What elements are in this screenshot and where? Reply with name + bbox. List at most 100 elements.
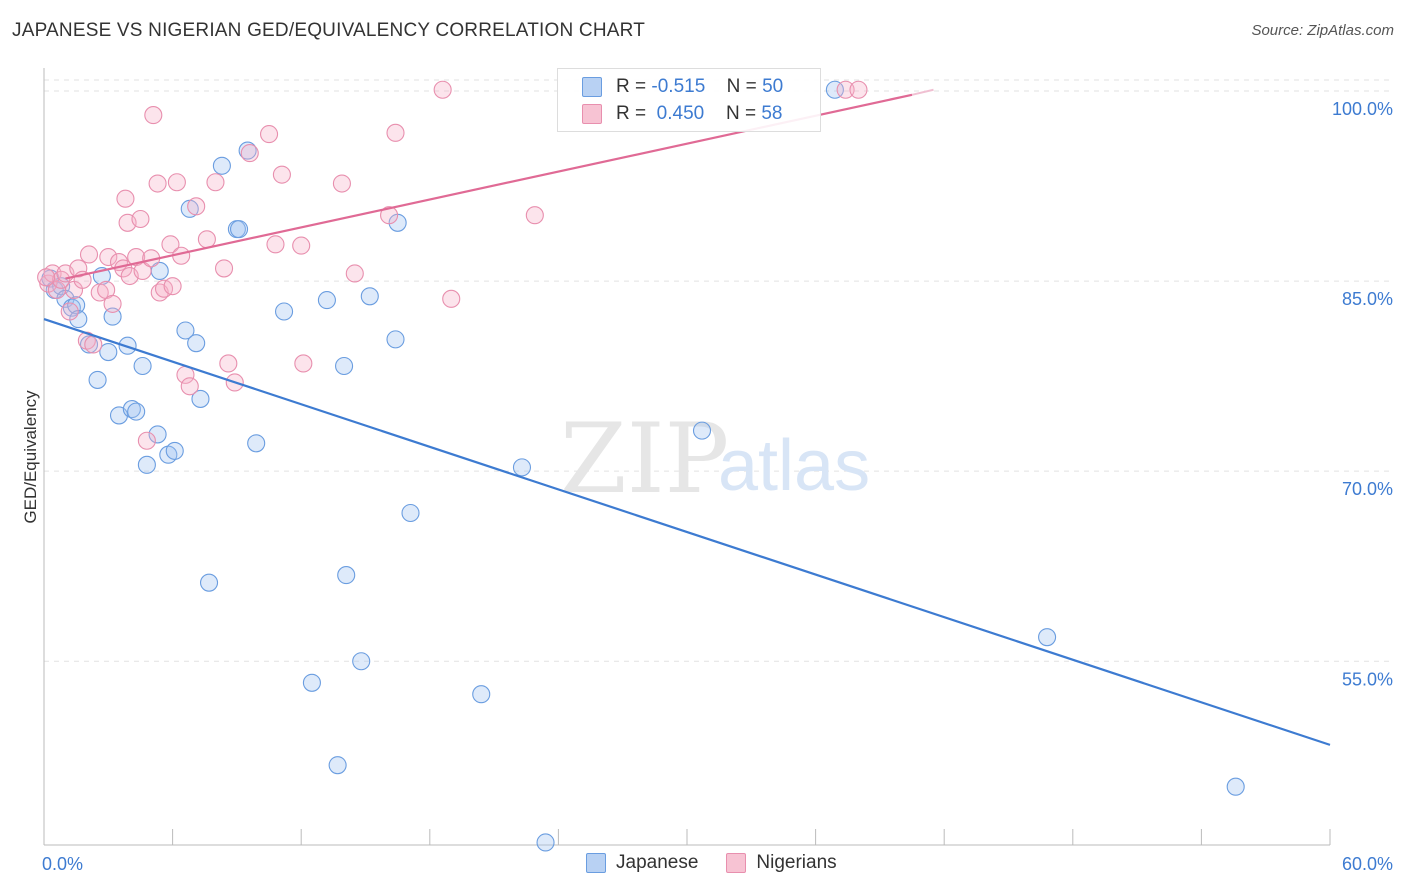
legend-japanese-label: Japanese — [616, 852, 699, 873]
x-tick-label-1: 60.0% — [1342, 854, 1393, 874]
nigerian-point-39 — [214, 259, 234, 278]
japanese-r-value: -0.515 — [651, 76, 706, 97]
legend-item-nigerian: Nigerians — [726, 852, 837, 874]
nigerian-point-54 — [525, 206, 544, 225]
japanese-point-36 — [335, 356, 354, 376]
nigerian-point-15 — [103, 294, 122, 313]
japanese-point-26 — [199, 573, 219, 592]
japanese-point-40 — [386, 330, 405, 349]
nigerian-point-44 — [266, 235, 285, 254]
japanese-point-30 — [238, 141, 257, 160]
y-tick-label-1: 70.0% — [1342, 479, 1393, 499]
stats-legend: R = -0.515 N = 50 R = 0.450 N = 58 — [557, 68, 821, 132]
japanese-point-24 — [187, 334, 206, 353]
nigerian-point-57 — [37, 268, 56, 287]
nigerian-point-30 — [161, 235, 180, 254]
japanese-point-39 — [360, 287, 379, 306]
chart-title: JAPANESE VS NIGERIAN GED/EQUIVALENCY COR… — [12, 20, 646, 41]
japanese-point-32 — [275, 302, 294, 321]
watermark-atlas: atlas — [718, 426, 870, 506]
japanese-point-16 — [133, 356, 152, 376]
nigerian-trend-extension — [911, 88, 934, 96]
japanese-point-27 — [212, 156, 231, 175]
japanese-point-25 — [191, 389, 210, 408]
nigerian-point-10 — [79, 245, 99, 264]
nigerian-legend-swatch — [726, 853, 747, 873]
nigerian-point-27 — [148, 174, 167, 193]
nigerian-point-52 — [433, 80, 452, 99]
japanese-r-label: R = — [616, 76, 647, 97]
japanese-n-value: 50 — [762, 76, 784, 97]
japanese-point-43 — [472, 685, 491, 704]
nigerian-n-value: 58 — [761, 103, 783, 124]
source-label: Source: ZipAtlas.com — [1251, 22, 1394, 39]
y-axis-label: GED/Equivalency — [21, 390, 40, 524]
nigerian-point-37 — [197, 230, 216, 249]
japanese-point-35 — [328, 756, 347, 775]
nigerian-point-43 — [259, 125, 279, 144]
nigerian-point-24 — [137, 431, 156, 450]
nigerian-point-55 — [836, 80, 855, 99]
nigerian-point-18 — [116, 189, 135, 208]
japanese-legend-swatch — [586, 853, 606, 873]
nigerian-point-5 — [60, 302, 79, 321]
japanese-point-37 — [337, 566, 356, 585]
nigerian-point-35 — [180, 377, 199, 396]
japanese-point-17 — [137, 455, 156, 474]
japanese-point-42 — [401, 503, 420, 523]
data-points — [37, 80, 1245, 852]
japanese-point-18 — [148, 425, 167, 444]
nigerian-point-50 — [380, 206, 399, 225]
japanese-n-label: N = — [726, 76, 757, 97]
japanese-trend-line — [43, 318, 1331, 746]
nigerian-n-label: N = — [725, 103, 757, 124]
grid-lines — [44, 79, 1390, 662]
japanese-point-45 — [536, 833, 555, 852]
tick-labels: 55.0% 70.0% 85.0% 100.0% 0.0% 60.0% — [42, 99, 1393, 874]
japanese-point-8 — [88, 370, 107, 389]
nigerian-point-47 — [294, 354, 313, 373]
japanese-point-21 — [165, 441, 184, 460]
legend-item-japanese: Japanese — [586, 852, 698, 874]
nigerian-point-26 — [144, 106, 163, 125]
nigerian-point-32 — [167, 173, 186, 192]
japanese-point-10 — [99, 343, 118, 362]
japanese-point-44 — [512, 458, 532, 477]
japanese-point-34 — [317, 291, 336, 310]
japanese-point-38 — [352, 652, 371, 671]
y-tick-label-0: 55.0% — [1342, 669, 1393, 689]
nigerian-point-31 — [163, 277, 182, 296]
nigerian-swatch — [582, 104, 602, 124]
nigerian-point-7 — [69, 259, 88, 278]
nigerian-point-42 — [240, 144, 259, 163]
y-tick-label-3: 100.0% — [1332, 99, 1393, 119]
legend-row-japanese: R = -0.515 N = 50 — [582, 75, 783, 99]
japanese-point-29 — [229, 220, 249, 239]
japanese-point-22 — [176, 321, 195, 340]
japanese-point-15 — [127, 402, 146, 421]
x-tick-label-0: 0.0% — [42, 854, 83, 874]
legend-row-nigerian: R = 0.450 N = 58 — [582, 102, 782, 126]
nigerian-r-label: R = — [616, 103, 647, 124]
japanese-point-31 — [247, 434, 266, 453]
japanese-point-33 — [302, 673, 321, 692]
series-legend: Japanese Nigerians — [586, 852, 865, 874]
nigerian-point-51 — [386, 123, 405, 142]
japanese-point-11 — [103, 307, 122, 326]
nigerian-point-56 — [849, 80, 868, 99]
legend-nigerian-label: Nigerians — [756, 852, 837, 873]
nigerian-point-46 — [292, 236, 311, 255]
japanese-point-47 — [825, 80, 844, 99]
japanese-point-46 — [692, 421, 712, 440]
nigerian-point-45 — [272, 165, 291, 184]
nigerian-point-49 — [345, 264, 364, 283]
axes — [43, 68, 1331, 846]
nigerian-point-14 — [99, 247, 118, 267]
nigerian-point-36 — [187, 197, 206, 216]
nigerian-point-40 — [219, 354, 238, 373]
japanese-point-48 — [1038, 628, 1057, 647]
nigerian-point-53 — [442, 289, 461, 308]
nigerian-point-22 — [131, 209, 150, 229]
japanese-swatch — [582, 77, 602, 97]
